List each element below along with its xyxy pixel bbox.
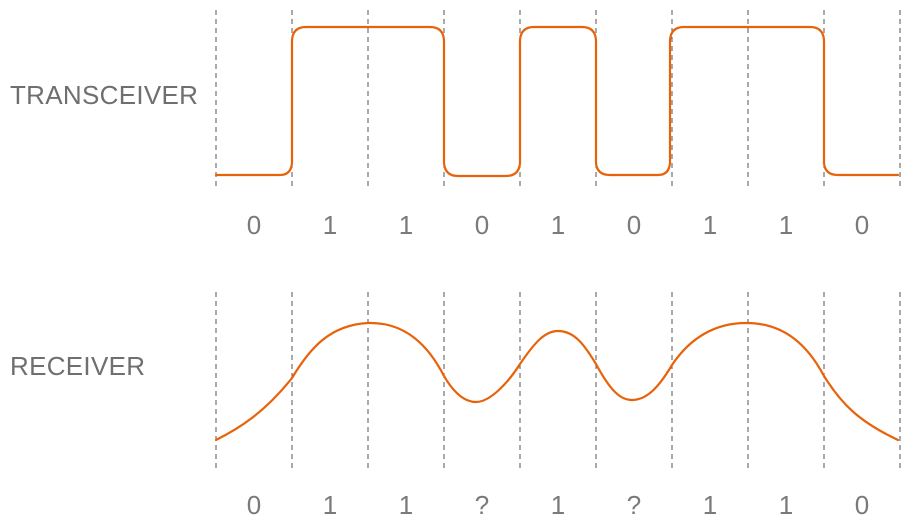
receiver-bit: ? xyxy=(626,490,642,520)
receiver-bit: 1 xyxy=(398,490,414,520)
transceiver-square-wave xyxy=(214,25,900,178)
receiver-bit: 1 xyxy=(322,490,338,520)
receiver-bit: ? xyxy=(474,490,490,520)
receiver-bit: 1 xyxy=(778,490,794,520)
transceiver-label: TRANSCEIVER xyxy=(10,80,199,110)
transceiver-bit: 0 xyxy=(854,210,870,240)
transceiver-bit: 1 xyxy=(398,210,414,240)
transceiver-bit: 0 xyxy=(626,210,642,240)
receiver-label: RECEIVER xyxy=(10,351,146,381)
receiver-bit: 1 xyxy=(550,490,566,520)
receiver-bit: 1 xyxy=(702,490,718,520)
receiver-bit: 0 xyxy=(246,490,262,520)
transceiver-bit: 1 xyxy=(322,210,338,240)
transceiver-bit: 1 xyxy=(778,210,794,240)
transceiver-bit: 1 xyxy=(550,210,566,240)
receiver-bits: 0 1 1 ? 1 ? 1 1 0 xyxy=(216,488,900,522)
receiver-analog-wave xyxy=(214,321,900,442)
transceiver-bit: 1 xyxy=(702,210,718,240)
transceiver-bits: 0 1 1 0 1 0 1 1 0 xyxy=(216,208,900,242)
receiver-bit: 0 xyxy=(854,490,870,520)
transceiver-bit: 0 xyxy=(246,210,262,240)
transceiver-bit: 0 xyxy=(474,210,490,240)
